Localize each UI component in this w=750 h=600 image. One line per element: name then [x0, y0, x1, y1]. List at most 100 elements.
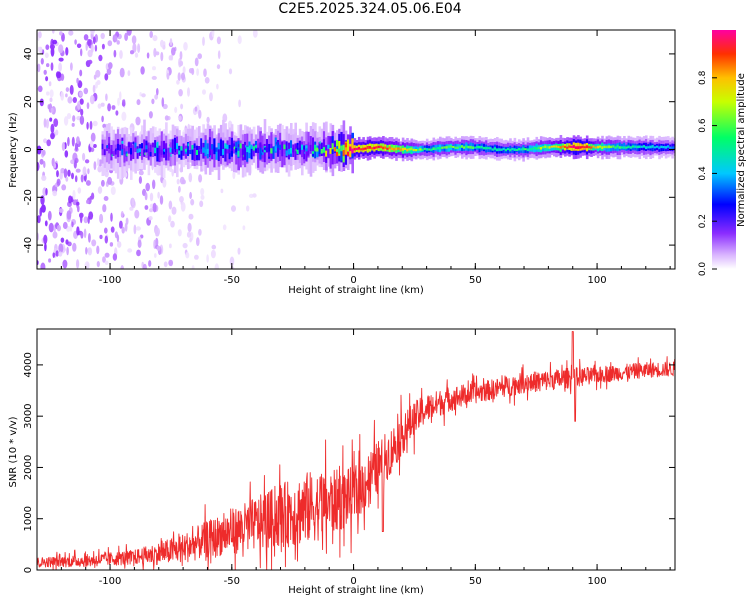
band-cell [141, 144, 144, 160]
noise-speck [191, 67, 195, 76]
band-cell [298, 140, 302, 155]
noise-speck [75, 168, 81, 173]
noise-speck [119, 220, 123, 229]
noise-speck [120, 265, 124, 269]
noise-speck [67, 136, 70, 147]
band-cell [671, 146, 674, 150]
noise-speck [52, 252, 56, 258]
noise-speck [97, 165, 102, 173]
colorbar: 0.0 0.2 0.4 0.6 0.8 Normalized spectral ampl… [698, 30, 747, 276]
noise-speck [126, 30, 132, 36]
band-cell [204, 149, 208, 155]
noise-speck [151, 75, 157, 80]
noise-speck [83, 87, 89, 95]
noise-speck [171, 206, 177, 215]
noise-speck [61, 184, 67, 191]
band-cell [151, 143, 155, 157]
band-cell [353, 147, 357, 151]
band-cell [524, 148, 528, 151]
noise-speck [94, 44, 98, 52]
noise-speck [67, 96, 73, 104]
band-cell [539, 147, 543, 150]
band-cell [469, 145, 473, 149]
band-cell [143, 139, 146, 157]
noise-speck [96, 245, 100, 255]
noise-speck [83, 34, 89, 41]
band-cell [246, 146, 249, 153]
band-cell [568, 145, 571, 148]
band-cell [399, 148, 403, 151]
noise-speck [168, 259, 174, 267]
band-cell [193, 143, 197, 149]
noise-speck [55, 71, 61, 79]
noise-speck [182, 66, 186, 74]
band-cell [344, 141, 348, 155]
noise-speck [93, 74, 97, 80]
band-cell [261, 150, 265, 155]
band-cell [412, 148, 416, 152]
colorbar-scale [712, 30, 736, 269]
noise-speck [211, 244, 217, 250]
noise-speck [85, 247, 88, 255]
band-cell [259, 143, 262, 160]
band-cell [219, 139, 223, 154]
noise-speck [40, 58, 44, 65]
band-cell [388, 146, 392, 149]
band-cell [347, 151, 350, 156]
chart-title: C2E5.2025.324.05.06.E04 [278, 1, 462, 17]
snr-series-line [37, 331, 675, 570]
band-cell [215, 147, 219, 160]
noise-speck [102, 256, 106, 263]
band-cell [599, 145, 602, 148]
band-cell [439, 146, 442, 150]
noise-speck [84, 159, 90, 164]
noise-speck [87, 39, 92, 46]
noise-speck [136, 99, 141, 106]
band-cell [656, 145, 659, 148]
noise-speck [73, 160, 77, 169]
noise-speck [210, 249, 216, 259]
band-cell [548, 146, 552, 149]
noise-speck [135, 116, 141, 126]
noise-speck [166, 72, 170, 80]
band-cell [618, 146, 622, 149]
band-cell [561, 145, 565, 148]
band-cell [101, 143, 105, 150]
band-cell [638, 145, 642, 149]
colorbar-tick-label: 0.4 [698, 166, 708, 181]
band-cell [103, 139, 107, 157]
noise-speck [160, 51, 164, 62]
band-cell [434, 147, 438, 150]
band-cell [642, 145, 646, 148]
band-cell [160, 141, 164, 158]
band-cell [421, 148, 425, 151]
noise-speck [145, 182, 150, 192]
snr-x-tick-label: 0 [350, 576, 356, 587]
noise-speck [65, 87, 70, 92]
band-cell [360, 148, 363, 151]
band-cell [165, 143, 168, 149]
noise-speck [91, 239, 97, 247]
noise-speck [37, 85, 43, 93]
noise-speck [113, 49, 117, 58]
noise-speck [53, 118, 59, 127]
band-cell [213, 145, 216, 151]
noise-speck [141, 93, 146, 98]
noise-speck [60, 91, 64, 101]
noise-speck [127, 70, 131, 77]
noise-speck [49, 117, 53, 122]
band-cell [458, 145, 462, 148]
band-cell [436, 147, 440, 150]
band-cell [423, 147, 427, 150]
band-cell [489, 147, 492, 150]
band-cell [235, 148, 238, 153]
noise-speck [237, 35, 242, 45]
band-cell [667, 145, 670, 148]
band-cell [487, 147, 490, 150]
noise-speck [71, 172, 74, 180]
band-cell [294, 149, 297, 155]
band-cell [127, 143, 131, 148]
band-cell [296, 142, 300, 155]
band-cell [200, 149, 203, 154]
noise-speck [131, 35, 137, 45]
